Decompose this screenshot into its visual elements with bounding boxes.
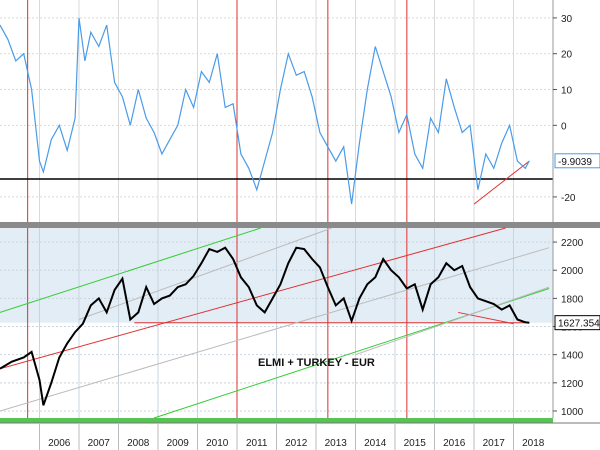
x-tick-label: 2017 [483,438,506,449]
top-y-tick-labels: 30 20 10 0 -20 [553,14,576,204]
x-axis-tick-labels: 2006 2007 2008 2009 2010 2011 2012 2013 2014 2015… [39,424,545,450]
x-tick-label: 2006 [48,438,71,449]
bottom-y-tick-label: 1200 [561,379,584,390]
bottom-channel-lines [0,227,550,419]
top-trend-segment [473,160,530,205]
bottom-panel: 2200200018001600140012001000 1627.354 EL… [0,227,600,419]
bottom-series-line [0,246,530,406]
top-trendline [473,160,530,205]
bottom-strip [0,418,553,423]
x-tick-label: 2014 [364,438,387,449]
x-tick-label: 2015 [404,438,427,449]
bottom-last-value-box [554,315,600,331]
bottom-y-tick-label: 1800 [561,294,584,305]
channel-line-grey [0,247,550,412]
x-tick-label: 2011 [246,438,268,449]
channel-line-grey [355,286,550,356]
x-tick-label: 2012 [285,438,308,449]
channel-line-green [0,227,261,313]
top-series-line [0,17,530,205]
chart-annotation: ELMI + TURKEY - EUR [258,357,375,369]
bottom-gridlines [0,228,553,418]
bottom-last-value-badge: 1627.354 [554,315,600,331]
top-last-value-box [554,153,600,169]
top-y-tick-label: 0 [561,121,567,132]
channel-line-red [458,311,514,325]
x-tick-label: 2007 [88,438,111,449]
bottom-y-tick-label: 1400 [561,351,584,362]
bottom-y-tick-label: 2200 [561,238,584,249]
panel-separator [0,222,600,228]
bottom-y-tick-label: 2000 [561,266,584,277]
top-gridlines [0,0,553,222]
x-tick-label: 2009 [167,438,190,449]
top-y-tick-label: 30 [561,14,573,25]
x-tick-label: 2008 [127,438,150,449]
top-y-tick-label: 20 [561,50,573,61]
top-panel: 30 20 10 0 -20 -9.9039 [0,0,600,222]
x-tick-label: 2010 [206,438,229,449]
bottom-last-value-label: 1627.354 [558,319,600,330]
x-tick-label: 2016 [443,438,466,449]
x-tick-label: 2018 [522,438,545,449]
top-y-tick-label: 10 [561,86,573,97]
top-last-value-badge: -9.9039 [554,153,600,169]
top-event-lines [27,0,408,222]
x-tick-label: 2013 [325,438,348,449]
top-y-tick-label: -20 [561,193,576,204]
top-last-value-label: -9.9039 [558,157,592,168]
channel-line-grey [78,227,332,320]
bottom-y-tick-label: 1000 [561,407,584,418]
